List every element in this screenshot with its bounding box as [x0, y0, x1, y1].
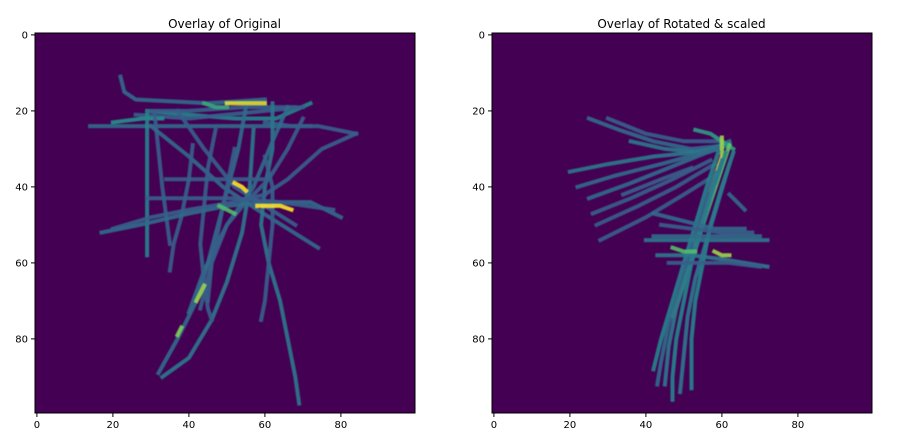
heatmap-stroke — [677, 161, 732, 395]
heatmap-stroke — [145, 196, 336, 212]
heatmap-stroke — [597, 172, 718, 243]
heatmap-stroke — [593, 161, 718, 228]
heatmap-stroke — [148, 123, 321, 251]
y-tick-label: 40 — [15, 182, 28, 193]
heatmap-stroke — [586, 115, 732, 151]
heatmap-stroke — [666, 260, 763, 269]
heatmap-stroke — [658, 222, 755, 235]
y-tick-label: 0 — [22, 30, 28, 41]
y-tick-label: 60 — [15, 258, 28, 269]
heatmap-stroke — [662, 157, 725, 387]
heatmap-stroke — [669, 245, 698, 254]
heatmap-stroke — [205, 146, 237, 304]
heatmap-stroke — [711, 248, 732, 258]
x-tick-label: 0 — [491, 420, 497, 431]
heatmap-stroke — [99, 200, 344, 235]
heatmap-stroke — [258, 154, 275, 323]
y-tick-label: 60 — [472, 258, 485, 269]
y-tick-label: 0 — [479, 30, 485, 41]
chart-panel-rotated-scaled: Overlay of Rotated & scaled 0 20 40 60 80 0 2… — [472, 17, 873, 431]
chart-title: Overlay of Original — [168, 17, 281, 31]
x-tick-label: 20 — [107, 420, 120, 431]
heatmap-stroke — [231, 180, 249, 194]
x-tick-label: 80 — [792, 420, 805, 431]
heatmap-stroke — [651, 211, 747, 231]
x-tick-label: 40 — [183, 420, 196, 431]
y-axis: 0 20 40 60 80 — [15, 30, 35, 345]
plot-background — [492, 33, 872, 413]
x-axis: 0 20 40 60 80 — [34, 413, 348, 431]
heatmap-stroke — [159, 127, 256, 380]
x-tick-label: 60 — [716, 420, 729, 431]
x-tick-label: 20 — [564, 420, 577, 431]
y-tick-label: 20 — [472, 106, 485, 117]
heatmap-strokes — [88, 74, 359, 406]
heatmap-stroke — [198, 127, 218, 323]
y-tick-label: 80 — [15, 334, 28, 345]
heatmap-stroke — [144, 100, 314, 121]
chart-panel-original: Overlay of Original 0 20 40 60 80 0 20 40 60 80 — [15, 17, 416, 431]
heatmap-stroke — [620, 165, 695, 198]
heatmap-stroke — [586, 142, 733, 201]
plot-background — [35, 33, 415, 413]
heatmap-stroke — [174, 324, 184, 338]
y-axis: 0 20 40 60 80 — [472, 30, 492, 345]
heatmap-stroke — [654, 169, 717, 387]
heatmap-stroke — [216, 203, 238, 217]
heatmap-stroke — [726, 191, 748, 213]
heatmap-stroke — [193, 283, 207, 304]
x-axis: 0 20 40 60 80 — [491, 413, 805, 431]
x-tick-label: 40 — [640, 420, 653, 431]
x-tick-label: 0 — [34, 420, 40, 431]
y-tick-label: 40 — [472, 182, 485, 193]
heatmap-stroke — [152, 112, 173, 247]
plot-frame — [491, 32, 873, 414]
plot-frame — [34, 32, 416, 414]
heatmap-stroke — [255, 203, 295, 213]
heatmap-stroke — [262, 131, 359, 198]
heatmap-stroke — [174, 108, 299, 228]
chart-title: Overlay of Rotated & scaled — [597, 17, 765, 31]
heatmap-stroke — [567, 142, 732, 175]
x-tick-label: 60 — [259, 420, 272, 431]
heatmap-strokes — [567, 115, 770, 402]
y-tick-label: 80 — [472, 334, 485, 345]
heatmap-stroke — [201, 100, 229, 110]
y-tick-label: 20 — [15, 106, 28, 117]
x-tick-label: 80 — [335, 420, 348, 431]
heatmap-stroke — [605, 115, 724, 144]
